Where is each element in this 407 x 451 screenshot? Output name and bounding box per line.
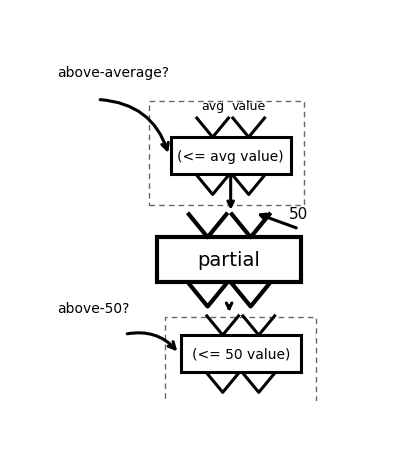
Text: (<= 50 value): (<= 50 value) [192, 347, 290, 361]
Bar [181, 335, 301, 372]
FancyArrowPatch shape [127, 333, 175, 349]
Text: avg: avg [201, 100, 224, 113]
Text: (<= avg value): (<= avg value) [177, 149, 284, 163]
FancyArrowPatch shape [100, 101, 168, 151]
Bar [158, 238, 301, 282]
Bar [149, 102, 304, 206]
Text: above-average?: above-average? [57, 66, 169, 80]
Text: above-50?: above-50? [57, 302, 129, 316]
Text: value: value [232, 100, 266, 113]
Text: partial: partial [198, 251, 260, 270]
Bar [171, 138, 291, 175]
Text: 50: 50 [289, 207, 309, 221]
Bar [165, 317, 316, 405]
